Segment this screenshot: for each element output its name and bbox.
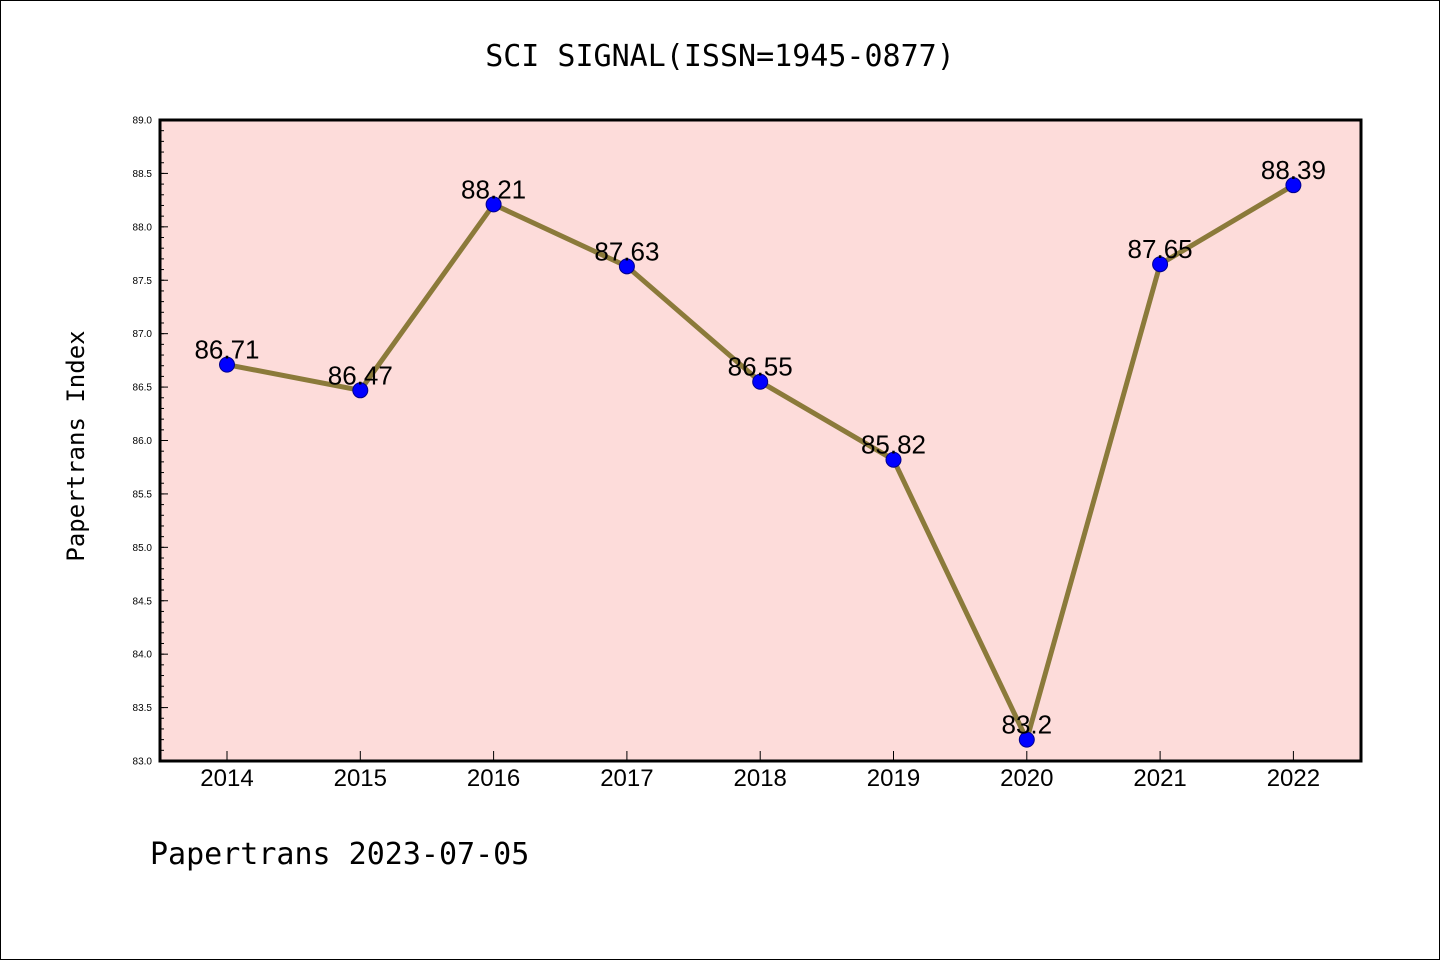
y-tick-label-84.0: 84.0 (133, 650, 153, 661)
data-label-2022: 88.39 (1261, 155, 1326, 185)
data-point-2020 (1018, 731, 1035, 748)
y-axis-label: Papertrans Index (62, 330, 90, 561)
x-tick-label-2017: 2017 (600, 765, 653, 792)
data-label-2019: 85.82 (861, 430, 926, 460)
data-point-2019 (885, 451, 902, 468)
y-tick-label-89.0: 89.0 (133, 116, 153, 127)
y-tick-label-84.5: 84.5 (133, 596, 153, 607)
y-tick-label-87.5: 87.5 (133, 276, 153, 287)
y-tick-label-83.5: 83.5 (133, 703, 153, 714)
x-tick-label-2016: 2016 (467, 765, 520, 792)
y-tick-label-87.0: 87.0 (133, 329, 153, 340)
data-markers (219, 177, 1302, 748)
chart-title: SCI SIGNAL(ISSN=1945-0877) (485, 39, 955, 74)
data-label-2021: 87.65 (1128, 234, 1193, 264)
plot-border (158, 118, 1363, 763)
data-label-2020: 83.2 (1001, 710, 1052, 740)
y-tick-label-88.0: 88.0 (133, 222, 153, 233)
x-tick-label-2021: 2021 (1133, 765, 1186, 792)
data-labels: 86.71 86.47 88.21 87.63 86.55 85.82 83.2 87.65 8… (194, 155, 1325, 739)
data-label-2015: 86.47 (328, 360, 393, 390)
x-tick-label-2020: 2020 (1000, 765, 1053, 792)
y-axis-ticks: 83.0 83.5 84.0 84.5 85.0 85.5 86.0 86.5 87.0 87.5… (133, 116, 168, 768)
y-tick-label-85.0: 85.0 (133, 543, 153, 554)
x-tick-label-2019: 2019 (867, 765, 920, 792)
data-label-2016: 88.21 (461, 174, 526, 204)
y-tick-label-85.5: 85.5 (133, 489, 153, 500)
y-tick-label-83.0: 83.0 (133, 757, 153, 768)
x-tick-label-2015: 2015 (334, 765, 387, 792)
x-tick-label-2022: 2022 (1267, 765, 1320, 792)
data-point-2014 (219, 356, 235, 373)
data-label-2018: 86.55 (728, 352, 793, 382)
data-point-2021 (1152, 256, 1169, 273)
plot-area (160, 120, 1361, 761)
y-tick-label-86.5: 86.5 (133, 383, 153, 394)
y-tick-label-86.0: 86.0 (133, 436, 153, 447)
x-axis-ticks: 2014 2015 2016 2017 2018 2019 2020 2021 2022 (200, 751, 1320, 792)
x-tick-label-2018: 2018 (734, 765, 787, 792)
x-tick-label-2014: 2014 (200, 765, 253, 792)
data-point-2022 (1285, 177, 1302, 194)
data-point-2015 (352, 382, 369, 399)
data-label-2017: 87.63 (594, 236, 659, 266)
data-point-2016 (485, 196, 502, 213)
data-point-2018 (752, 373, 769, 390)
footer-text: Papertrans 2023-07-05 (150, 837, 529, 872)
data-label-2014: 86.71 (194, 335, 259, 365)
y-tick-label-88.5: 88.5 (133, 169, 153, 180)
data-point-2017 (618, 258, 635, 275)
